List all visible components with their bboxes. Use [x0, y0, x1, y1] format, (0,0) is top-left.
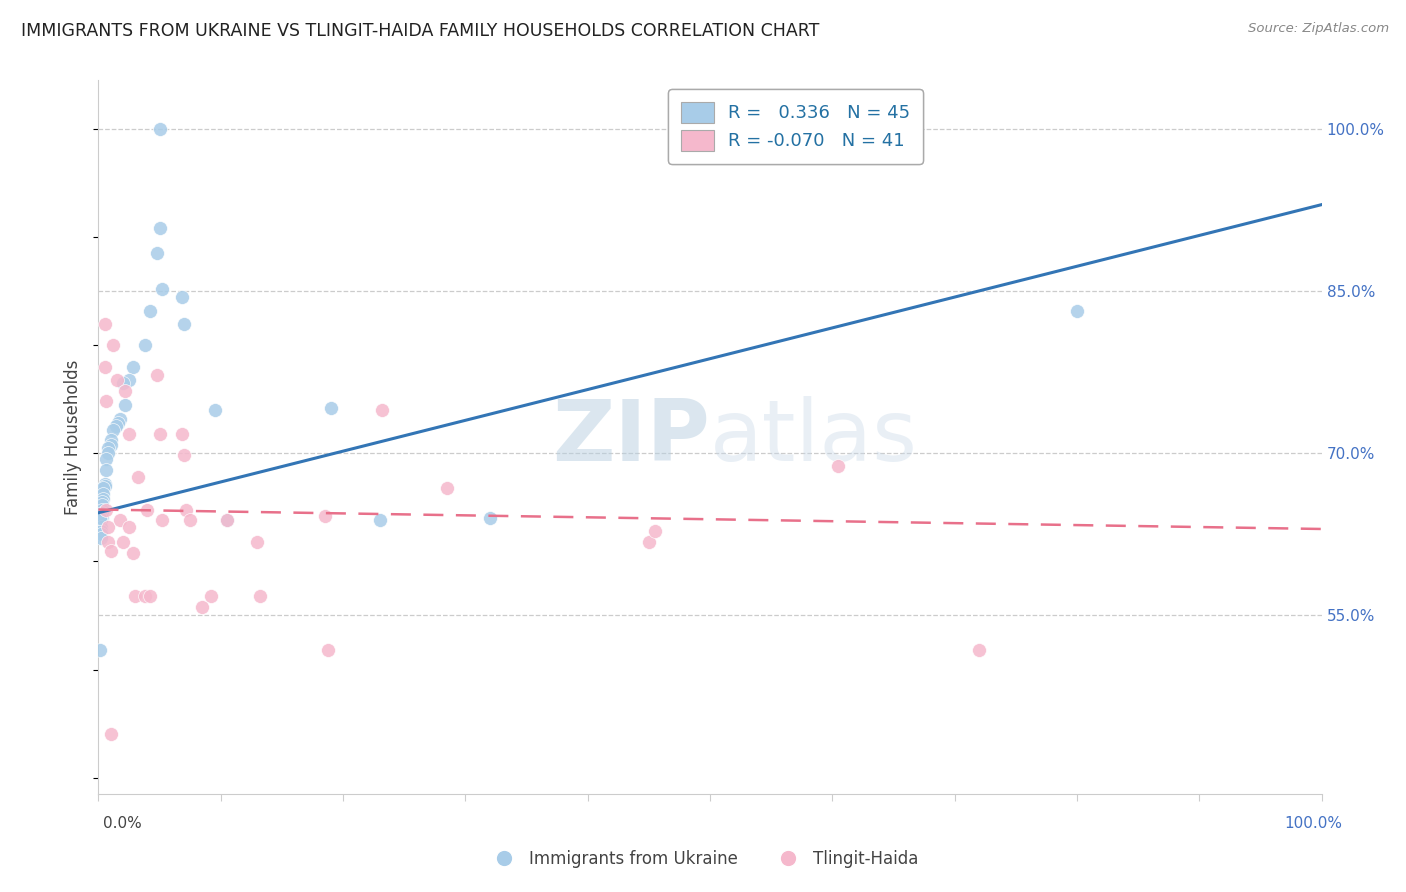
Point: [118, 373, 141, 387]
Point: [191, 599, 214, 614]
Y-axis label: Family Households: Family Households: [65, 359, 83, 515]
Point: [114, 398, 136, 412]
Point: [118, 426, 141, 441]
Point: [94, 502, 117, 516]
Point: [134, 338, 156, 352]
Point: [97, 446, 120, 460]
Point: [176, 502, 198, 516]
Point: [93, 476, 115, 491]
Point: [91, 491, 114, 506]
Point: [104, 419, 127, 434]
Point: [91, 481, 114, 495]
Point: [204, 403, 226, 417]
Point: [97, 441, 120, 455]
Point: [91, 502, 114, 516]
Point: [314, 508, 336, 523]
Point: [100, 437, 122, 451]
Point: [118, 520, 141, 534]
Point: [149, 221, 172, 235]
Point: [173, 449, 195, 463]
Point: [136, 502, 159, 516]
Point: [121, 546, 143, 560]
Point: [91, 511, 114, 525]
Point: [100, 727, 122, 741]
Point: [90, 513, 112, 527]
Point: [146, 368, 169, 383]
Point: [124, 589, 146, 603]
Legend: R =   0.336   N = 45, R = -0.070   N = 41: R = 0.336 N = 45, R = -0.070 N = 41: [668, 89, 922, 163]
Point: [139, 589, 162, 603]
Point: [149, 122, 172, 136]
Point: [319, 401, 342, 415]
Point: [150, 513, 173, 527]
Point: [318, 643, 340, 657]
Point: [114, 384, 136, 398]
Point: [1066, 303, 1088, 318]
Point: [121, 359, 143, 374]
Point: [368, 513, 391, 527]
Point: [139, 303, 162, 318]
Point: [105, 373, 128, 387]
Text: atlas: atlas: [710, 395, 918, 479]
Point: [93, 317, 115, 331]
Point: [111, 535, 134, 549]
Point: [94, 462, 117, 476]
Point: [93, 359, 115, 374]
Point: [371, 403, 394, 417]
Point: [249, 589, 271, 603]
Point: [91, 487, 114, 501]
Point: [150, 282, 173, 296]
Point: [149, 426, 172, 441]
Point: [110, 411, 132, 425]
Point: [90, 524, 112, 538]
Point: [111, 376, 134, 390]
Text: Source: ZipAtlas.com: Source: ZipAtlas.com: [1249, 22, 1389, 36]
Point: [107, 416, 129, 430]
Text: ZIP: ZIP: [553, 395, 710, 479]
Point: [134, 589, 156, 603]
Point: [97, 520, 120, 534]
Point: [93, 479, 115, 493]
Point: [170, 426, 193, 441]
Point: [110, 513, 132, 527]
Point: [91, 506, 114, 520]
Point: [170, 289, 193, 303]
Text: IMMIGRANTS FROM UKRAINE VS TLINGIT-HAIDA FAMILY HOUSEHOLDS CORRELATION CHART: IMMIGRANTS FROM UKRAINE VS TLINGIT-HAIDA…: [21, 22, 820, 40]
Text: 100.0%: 100.0%: [1285, 816, 1343, 831]
Point: [100, 543, 122, 558]
Point: [827, 459, 849, 474]
Point: [100, 434, 122, 448]
Point: [246, 535, 269, 549]
Point: [644, 524, 666, 538]
Legend: Immigrants from Ukraine, Tlingit-Haida: Immigrants from Ukraine, Tlingit-Haida: [481, 844, 925, 875]
Point: [90, 531, 112, 545]
Point: [436, 481, 458, 495]
Point: [179, 513, 201, 527]
Point: [146, 246, 169, 260]
Point: [97, 535, 120, 549]
Point: [90, 520, 112, 534]
Point: [101, 338, 124, 352]
Point: [89, 643, 111, 657]
Point: [127, 470, 149, 484]
Point: [478, 511, 501, 525]
Point: [94, 451, 117, 466]
Point: [89, 511, 111, 525]
Point: [637, 535, 661, 549]
Point: [967, 643, 990, 657]
Point: [91, 495, 114, 509]
Point: [91, 498, 114, 512]
Point: [90, 527, 112, 541]
Point: [215, 513, 238, 527]
Text: 0.0%: 0.0%: [103, 816, 142, 831]
Point: [101, 423, 124, 437]
Point: [215, 513, 238, 527]
Point: [94, 394, 117, 409]
Point: [200, 589, 222, 603]
Point: [173, 317, 195, 331]
